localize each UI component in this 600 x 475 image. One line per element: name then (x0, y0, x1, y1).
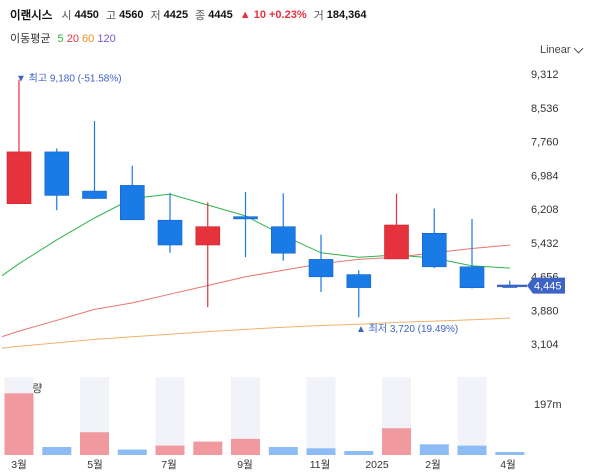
volume-bar (344, 451, 374, 455)
volume-tick-label: 197m (534, 399, 562, 411)
volume-bar (117, 449, 147, 455)
candle-body (44, 151, 70, 196)
scale-label: Linear (540, 44, 571, 56)
volume-bar (193, 441, 223, 455)
x-tick-label: 7월 (161, 459, 177, 471)
open-value: 4450 (74, 9, 99, 21)
ma5-line (1, 193, 510, 277)
y-tick-label: 3,104 (531, 339, 559, 351)
y-tick-label: 7,760 (531, 137, 559, 149)
candle-body (270, 226, 296, 254)
scale-selector[interactable]: Linear (540, 43, 584, 56)
candle-body (346, 274, 372, 288)
high-annotation: ▼ 최고 9,180 (-51.58%) (16, 73, 122, 85)
candle-body (421, 233, 447, 268)
volume-bar (155, 445, 185, 455)
volume-bar (306, 448, 336, 455)
close-value: 4445 (208, 9, 233, 21)
candle-body (384, 224, 409, 260)
candle-body (82, 190, 107, 199)
high-label: 고 (105, 10, 117, 22)
x-tick-label: 9월 (237, 459, 253, 471)
candle-body (308, 259, 334, 278)
open-label: 시 (61, 10, 72, 22)
volume-bar (80, 432, 109, 455)
close-label: 종 (195, 10, 206, 22)
x-tick-label: 5월 (87, 459, 103, 471)
ma120-legend: 120 (97, 33, 116, 45)
candle-body (6, 151, 32, 204)
moving-average-legend[interactable]: 이동평균 5 20 60 120 (10, 30, 116, 46)
y-tick-label: 6,208 (531, 204, 559, 216)
current-price-tag (527, 277, 565, 294)
x-tick-label: 11월 (310, 459, 331, 471)
candle-body (233, 216, 258, 220)
ma5-legend: 5 (57, 33, 64, 45)
y-tick-label: 6,984 (531, 170, 559, 182)
high-value: 4560 (119, 9, 144, 21)
volume-bar (419, 444, 449, 455)
volume-bar (382, 428, 411, 455)
x-tick-label: 4월 (500, 459, 516, 471)
stock-name: 이랜시스 (10, 10, 53, 22)
y-tick-label: 9,312 (531, 69, 559, 81)
volume-bar (268, 447, 298, 455)
candle-body (459, 266, 485, 288)
ma60-legend: 60 (82, 33, 95, 45)
x-tick-label: 3월 (11, 459, 27, 471)
volume-band (457, 377, 487, 455)
change-value: ▲ 10 +0.23% (239, 9, 307, 21)
y-tick-label: 8,536 (531, 103, 559, 115)
low-annotation: ▲ 최저 3,720 (19.49%) (356, 323, 458, 335)
candle-body (120, 185, 145, 221)
volume-bar (457, 445, 487, 455)
current-price-label: 4,445 (534, 281, 562, 293)
low-label: 저 (150, 10, 161, 22)
volume-bar (4, 393, 34, 455)
candle-body (157, 219, 183, 246)
volume-bar (231, 438, 260, 455)
volume-bar (42, 447, 72, 455)
y-tick-label: 3,880 (531, 305, 559, 317)
x-tick-label: 2025 (365, 459, 389, 471)
x-tick-label: 2월 (425, 459, 441, 471)
volume-band (155, 377, 185, 455)
volume-label: 거 (313, 10, 324, 22)
volume-value: 184,364 (326, 9, 367, 21)
candle-body (195, 226, 221, 246)
volume-band (306, 377, 336, 455)
ma20-legend: 20 (66, 33, 79, 45)
quote-header: 이랜시스 시 4450 고 4560 저 4425 종 4445 ▲ 10 +0… (10, 6, 371, 24)
current-price-line (497, 284, 527, 288)
low-value: 4425 (163, 9, 189, 21)
volume-bar (495, 452, 525, 455)
y-tick-label: 5,432 (531, 238, 559, 250)
moving-average-label: 이동평균 (10, 33, 51, 45)
ma20-line (1, 244, 510, 338)
ma60-line (1, 317, 510, 349)
